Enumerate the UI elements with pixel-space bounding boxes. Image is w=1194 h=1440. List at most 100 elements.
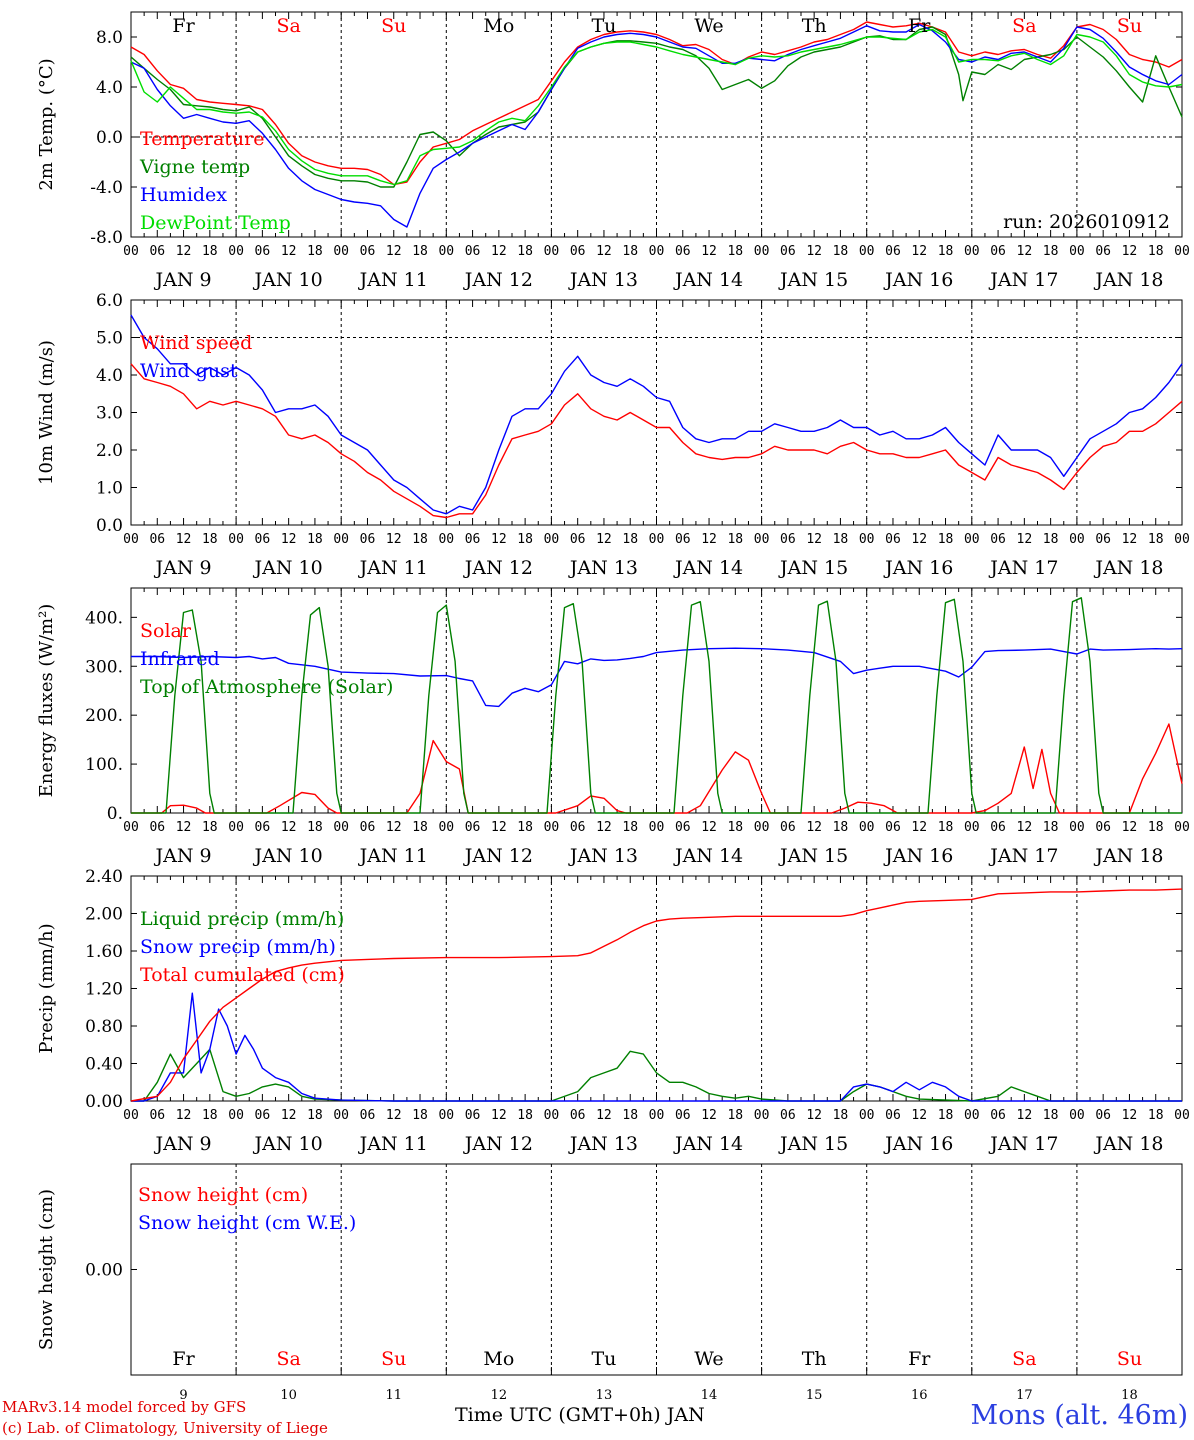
legend-item: Temperature [140,128,264,150]
date-label: JAN 12 [463,1133,533,1155]
hour-tick-label: 06 [1095,1108,1111,1123]
hour-tick-label: 06 [360,820,376,835]
hour-tick-label: 00 [333,820,349,835]
hour-tick-label: 00 [859,820,875,835]
hour-tick-label: 00 [544,532,560,547]
bottom-day-name: Tu [591,1348,616,1370]
date-label: JAN 11 [358,845,428,867]
hour-tick-label: 18 [938,244,954,259]
hour-tick-label: 18 [307,1108,323,1123]
y-tick-label: 2.0 [96,441,123,461]
date-label: JAN 15 [778,845,848,867]
panel-1 [130,11,1183,238]
hour-tick-label: 12 [1017,820,1033,835]
hour-tick-label: 18 [622,820,638,835]
hour-tick-label: 06 [885,532,901,547]
date-label: JAN 10 [253,269,323,291]
hour-tick-label: 12 [806,820,822,835]
date-label: JAN 15 [778,269,848,291]
hour-tick-label: 00 [123,820,139,835]
hour-tick-label: 00 [228,532,244,547]
date-label: JAN 10 [253,845,323,867]
hour-tick-label: 00 [438,1108,454,1123]
hour-tick-label: 06 [149,532,165,547]
hour-tick-label: 18 [727,244,743,259]
hour-tick-label: 12 [596,532,612,547]
y-tick-label: 5.0 [96,329,123,349]
hour-tick-label: 18 [1148,820,1164,835]
panel-3 [130,587,1183,814]
hour-tick-label: 12 [806,532,822,547]
hour-tick-label: 18 [1043,820,1059,835]
date-label: JAN 15 [778,557,848,579]
y-tick-label: 2.40 [85,867,123,887]
hour-tick-label: 00 [123,532,139,547]
hour-tick-label: 18 [412,1108,428,1123]
bottom-day-name: Sa [1012,1348,1036,1370]
hour-tick-label: 00 [544,1108,560,1123]
hour-tick-label: 00 [438,244,454,259]
hour-tick-label: 00 [544,244,560,259]
hour-tick-label: 06 [465,820,481,835]
date-label: JAN 9 [154,845,212,867]
hour-tick-label: 00 [649,820,665,835]
hour-tick-label: 06 [990,244,1006,259]
date-label: JAN 11 [358,557,428,579]
hour-tick-label: 18 [727,1108,743,1123]
hour-tick-label: 18 [938,1108,954,1123]
bottom-day-name: Fr [172,1348,195,1370]
run-label: run: 2026010912 [1003,211,1170,233]
hour-tick-label: 12 [596,820,612,835]
date-label: JAN 17 [988,1133,1058,1155]
hour-tick-label: 12 [701,244,717,259]
hour-tick-label: 12 [386,244,402,259]
hour-tick-label: 18 [307,532,323,547]
hour-tick-label: 12 [1122,820,1138,835]
hour-tick-label: 18 [938,820,954,835]
hour-tick-label: 12 [1122,244,1138,259]
panel-frame [130,587,1183,814]
hour-tick-label: 12 [596,244,612,259]
date-label: JAN 14 [673,1133,743,1155]
hour-tick-label: 06 [675,532,691,547]
y-tick-label: 1.60 [85,942,123,962]
date-label: JAN 14 [673,557,743,579]
hour-tick-label: 12 [281,244,297,259]
hour-tick-label: 00 [1069,820,1085,835]
series-line-humidex [130,23,1183,228]
day-name: Sa [276,15,300,37]
legend-item: Liquid precip (mm/h) [140,908,344,930]
series-line-top-of-atmosphere-solar- [131,597,1182,814]
hour-tick-label: 06 [465,532,481,547]
y-axis-title: Energy fluxes (W/m²) [36,604,57,798]
hour-tick-label: 06 [990,1108,1006,1123]
y-tick-label: 0.0 [96,128,123,148]
hour-tick-label: 18 [412,532,428,547]
hour-tick-label: 06 [990,820,1006,835]
hour-tick-label: 18 [622,532,638,547]
hour-tick-label: 12 [386,820,402,835]
legend-item: Top of Atmosphere (Solar) [140,676,393,698]
date-label: JAN 16 [883,557,953,579]
date-label: JAN 17 [988,557,1058,579]
hour-tick-label: 12 [911,532,927,547]
hour-tick-label: 00 [1174,820,1190,835]
hour-tick-label: 06 [255,820,271,835]
panel-frame [130,11,1183,238]
series-line-infrared [131,647,1183,708]
day-name: Mo [483,15,514,37]
y-tick-label: 300. [85,657,123,677]
hour-tick-label: 12 [491,1108,507,1123]
y-axis-title: Snow height (cm) [36,1189,57,1350]
bottom-day-name: Mo [483,1348,514,1370]
y-tick-label: 0.00 [85,1261,123,1281]
hour-tick-label: 06 [570,820,586,835]
hour-tick-label: 00 [544,820,560,835]
bottom-day-number: 18 [1121,1388,1138,1403]
y-tick-label: 0.0 [96,516,123,536]
legend-item: DewPoint Temp [140,212,291,234]
hour-tick-label: 00 [1174,244,1190,259]
y-tick-label: 1.20 [85,980,123,1000]
panel-2 [130,299,1183,526]
y-tick-label: 1.0 [96,479,123,499]
